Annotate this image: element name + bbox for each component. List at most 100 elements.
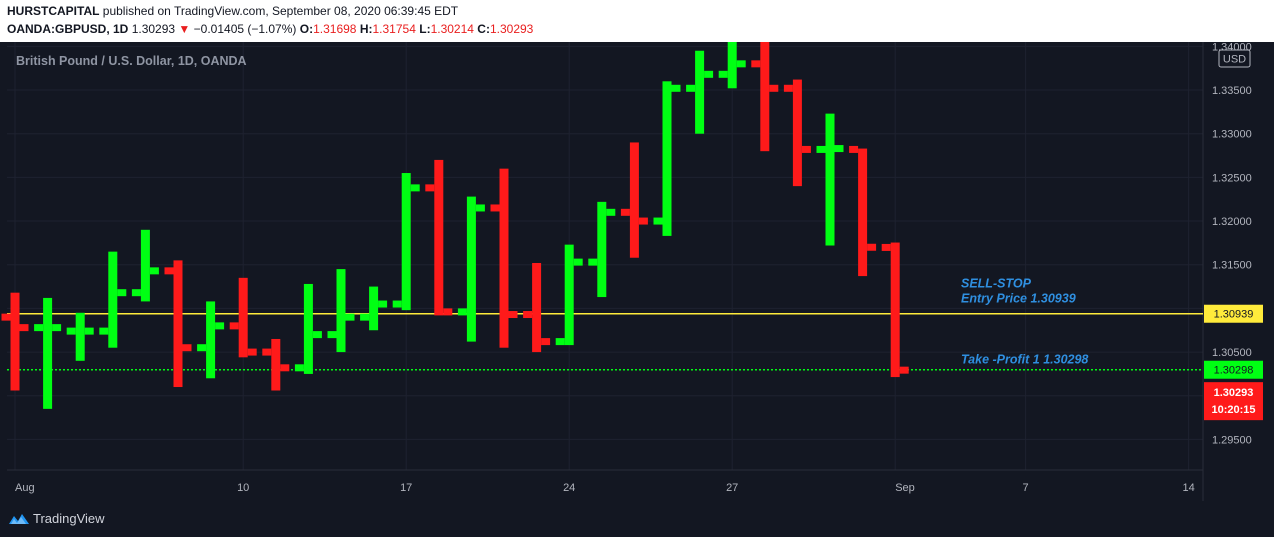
ohlc-bar xyxy=(425,159,453,316)
y-tick-label: 1.34000 xyxy=(1212,42,1252,53)
ohlc-bar-close xyxy=(475,204,485,212)
x-tick-label: 24 xyxy=(563,482,575,494)
ohlc-bar xyxy=(34,297,62,409)
y-tick-label: 1.33000 xyxy=(1212,129,1252,141)
ohlc-bar-close xyxy=(573,258,583,266)
ohlc-bar xyxy=(99,251,127,348)
ohlc-bar xyxy=(718,42,746,89)
ohlc-bar xyxy=(653,81,681,236)
ohlc-bar-close xyxy=(769,84,779,92)
ohlc-bar-open xyxy=(881,243,891,251)
ohlc-bar-open xyxy=(588,258,598,266)
chart-background xyxy=(0,42,1274,501)
x-tick-label: 17 xyxy=(400,482,412,494)
low-label: L: xyxy=(419,22,431,36)
close-label: C: xyxy=(477,22,490,36)
ohlc-bar-open xyxy=(131,289,141,297)
ohlc-bar-range xyxy=(597,201,607,298)
open-label: O: xyxy=(299,22,314,36)
ohlc-bar-open xyxy=(490,204,500,212)
last-price: 1.30293 xyxy=(131,22,176,36)
ohlc-bar-close xyxy=(899,366,909,374)
ohlc-bar xyxy=(849,145,877,277)
ohlc-bar xyxy=(131,229,159,302)
ohlc-bar-close xyxy=(736,60,746,68)
price-chart[interactable]: British Pound / U.S. Dollar, 1D, OANDA SE… xyxy=(0,42,1274,501)
take-profit-annotation: Take -Profit 1 1.30298 xyxy=(961,353,1088,367)
ohlc-bar-open xyxy=(392,300,402,308)
ohlc-bar-open xyxy=(327,331,337,339)
ohlc-bar xyxy=(816,113,844,246)
ohlc-bar-open xyxy=(457,308,467,316)
ohlc-bar-close xyxy=(867,243,877,251)
x-tick-label: Sep xyxy=(895,482,915,494)
ohlc-bar-open xyxy=(66,327,76,335)
ohlc-bar-range xyxy=(336,269,346,353)
ohlc-bar xyxy=(1,292,29,391)
entry-price-tag xyxy=(1204,304,1263,323)
ohlc-bar-close xyxy=(345,313,355,321)
ohlc-bar-range xyxy=(75,312,85,361)
chart-area[interactable]: British Pound / U.S. Dollar, 1D, OANDA SE… xyxy=(0,42,1274,501)
ohlc-bar-open xyxy=(164,267,174,275)
y-tick-label: 1.33500 xyxy=(1212,85,1252,97)
ohlc-bar-range xyxy=(10,292,20,391)
ohlc-bar-open xyxy=(718,70,728,78)
ohlc-bar xyxy=(262,338,290,391)
ohlc-bar-range xyxy=(629,142,639,258)
ohlc-bar-range xyxy=(369,286,379,331)
ohlc-bar xyxy=(620,142,648,258)
tradingview-logo-icon[interactable] xyxy=(8,511,30,527)
ohlc-bar-range xyxy=(564,244,574,346)
chart-title: British Pound / U.S. Dollar, 1D, OANDA xyxy=(16,54,247,68)
ohlc-bar-open xyxy=(653,217,663,225)
ohlc-bar-close xyxy=(508,311,518,319)
sell-stop-annotation: SELL-STOP xyxy=(961,277,1032,291)
ohlc-bar-open xyxy=(783,84,793,92)
entry-price-annotation: Entry Price 1.30939 xyxy=(961,292,1076,306)
ohlc-bar-close xyxy=(378,300,388,308)
ohlc-bar-close xyxy=(182,344,192,352)
ohlc-bar-range xyxy=(43,297,53,409)
countdown-label: 10:20:15 xyxy=(1211,404,1255,416)
ohlc-bar xyxy=(229,277,257,358)
ohlc-bar-range xyxy=(727,42,737,89)
ohlc-bar xyxy=(327,269,355,353)
ohlc-bar-close xyxy=(149,267,159,275)
y-tick-label: 1.31500 xyxy=(1212,260,1252,272)
ohlc-bar xyxy=(523,262,551,353)
ohlc-bar-range xyxy=(140,229,150,302)
publisher-name[interactable]: HURSTCAPITAL xyxy=(7,4,100,18)
ohlc-bar-close xyxy=(280,364,290,372)
ohlc-bar-close xyxy=(52,324,62,332)
ohlc-bar-close xyxy=(671,84,681,92)
ohlc-bar-range xyxy=(499,168,509,348)
high-label: H: xyxy=(359,22,373,36)
ohlc-bar-range xyxy=(695,50,705,134)
ohlc-bar-open xyxy=(751,60,761,68)
ohlc-bar-close xyxy=(19,324,29,332)
published-text: published on TradingView.com, September … xyxy=(102,4,459,18)
ohlc-bar xyxy=(197,301,225,379)
ohlc-bar-range xyxy=(466,196,476,342)
currency-badge xyxy=(1218,49,1251,68)
down-triangle-icon: ▼ xyxy=(178,22,191,36)
brand-label[interactable]: TradingView xyxy=(33,511,105,526)
ohlc-bar-range xyxy=(858,148,868,277)
currency-label: USD xyxy=(1223,54,1246,66)
ohlc-bar xyxy=(392,173,420,311)
ohlc-bar-open xyxy=(294,364,304,372)
open-value: 1.31698 xyxy=(313,22,357,36)
ohlc-bar-close xyxy=(247,348,257,356)
ohlc-bar-open xyxy=(262,348,272,356)
ohlc-bar-range xyxy=(890,242,900,378)
ohlc-bar-close xyxy=(638,217,648,225)
ohlc-bar-open xyxy=(360,313,370,321)
ohlc-bar xyxy=(555,244,583,346)
ohlc-bar-open xyxy=(849,145,859,153)
ohlc-bar xyxy=(490,168,518,348)
ohlc-bar-range xyxy=(760,42,770,152)
ohlc-bar xyxy=(360,286,388,331)
x-tick-label: 27 xyxy=(726,482,738,494)
publish-line: HURSTCAPITAL published on TradingView.co… xyxy=(7,4,458,18)
